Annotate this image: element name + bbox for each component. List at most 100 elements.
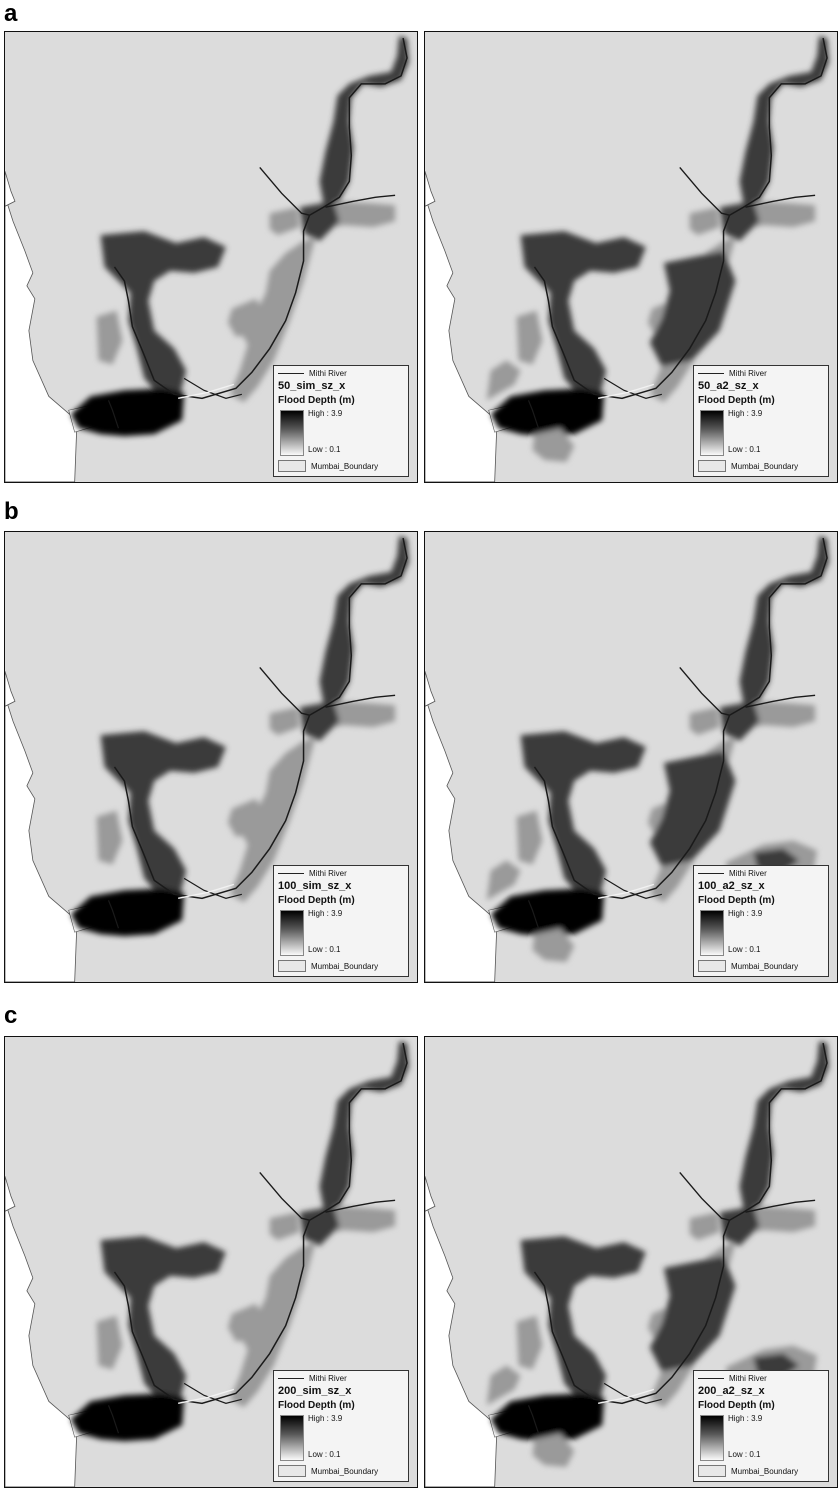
legend-layer-name: 100_a2_sz_x [698, 880, 765, 892]
river-tributary [107, 400, 120, 429]
sea-area [425, 1176, 436, 1212]
map-panel-b-left: Mithi River 100_sim_sz_x Flood Depth (m)… [4, 531, 418, 983]
legend-low-label: Low : 0.1 [308, 1450, 341, 1459]
legend-layer-name: 200_sim_sz_x [278, 1385, 352, 1397]
river-tributary [527, 400, 540, 429]
flood-zone [319, 1041, 410, 1209]
flood-zone [532, 1433, 575, 1468]
flood-zone [490, 1393, 605, 1442]
river-tributary [183, 877, 242, 899]
flood-zone [229, 1242, 316, 1408]
map-legend: Mithi River 50_sim_sz_x Flood Depth (m) … [273, 365, 409, 477]
flood-zone [689, 707, 720, 736]
row-label-b: b [4, 498, 19, 525]
sea-area [425, 171, 436, 207]
river-tributary [259, 666, 310, 716]
coast-outline [598, 383, 655, 399]
legend-boundary-entry: Mumbai_Boundary [278, 460, 378, 472]
sea-area [5, 671, 78, 982]
legend-river-label: Mithi River [309, 1373, 347, 1383]
mithi-river-line [113, 1042, 408, 1405]
map-legend: Mithi River 200_a2_sz_x Flood Depth (m) … [693, 1370, 829, 1482]
river-tributary [603, 1382, 662, 1404]
map-panel-c-left: Mithi River 200_sim_sz_x Flood Depth (m)… [4, 1036, 418, 1488]
flood-map [5, 36, 410, 482]
legend-layer-name: 100_sim_sz_x [278, 880, 352, 892]
river-tributary [527, 900, 540, 929]
river-tributary [325, 1199, 396, 1213]
flood-zone [689, 207, 720, 236]
legend-boundary-label: Mumbai_Boundary [311, 1466, 379, 1476]
boundary-box-symbol [698, 960, 726, 972]
flood-zone [229, 737, 316, 903]
flood-extent [70, 36, 410, 437]
flood-zone [319, 536, 410, 704]
flood-zone [520, 1236, 646, 1400]
flood-zone [649, 1256, 736, 1372]
river-tributary [679, 1171, 730, 1221]
map-panel-a-right: Mithi River 50_a2_sz_x Flood Depth (m) H… [424, 31, 838, 483]
legend-river-entry: Mithi River [278, 368, 347, 378]
flood-extent [70, 1041, 410, 1442]
legend-depth-title: Flood Depth (m) [698, 395, 775, 406]
row-label-c: c [4, 1002, 18, 1029]
sea-area [5, 171, 16, 207]
legend-river-entry: Mithi River [698, 368, 767, 378]
flood-map [425, 1041, 830, 1487]
legend-depth-title: Flood Depth (m) [278, 395, 355, 406]
flood-zone [70, 388, 185, 437]
legend-boundary-entry: Mumbai_Boundary [278, 960, 378, 972]
flood-zone [319, 36, 410, 204]
legend-river-label: Mithi River [729, 368, 767, 378]
flood-zone [299, 1206, 340, 1247]
boundary-box-symbol [698, 460, 726, 472]
boundary-box-symbol [698, 1465, 726, 1477]
river-tributary [603, 877, 662, 899]
sea-area [5, 1176, 78, 1487]
flood-zone [70, 888, 185, 937]
flood-zone [532, 428, 575, 463]
legend-low-label: Low : 0.1 [308, 445, 341, 454]
flood-zone [516, 1315, 543, 1370]
legend-river-entry: Mithi River [278, 868, 347, 878]
flood-zone [100, 731, 226, 895]
coast-outline [178, 1388, 235, 1404]
legend-river-entry: Mithi River [698, 1373, 767, 1383]
legend-boundary-label: Mumbai_Boundary [731, 461, 799, 471]
legend-river-entry: Mithi River [278, 1373, 347, 1383]
river-tributary [679, 666, 730, 716]
river-tributary [527, 1405, 540, 1434]
legend-color-ramp [700, 1415, 724, 1461]
flood-zone [516, 810, 543, 865]
flood-zone [269, 1212, 300, 1241]
flood-zone [719, 701, 760, 742]
sea-area [425, 1176, 498, 1487]
flood-zone [532, 928, 575, 963]
river-tributary [679, 166, 730, 216]
flood-extent [486, 36, 830, 463]
flood-zone [227, 1303, 266, 1342]
flood-zone [490, 888, 605, 937]
legend-boundary-label: Mumbai_Boundary [731, 1466, 799, 1476]
map-panel-c-right: Mithi River 200_a2_sz_x Flood Depth (m) … [424, 1036, 838, 1488]
sea-area [425, 671, 498, 982]
flood-zone [299, 201, 340, 242]
legend-boundary-label: Mumbai_Boundary [311, 961, 379, 971]
flood-zone [100, 1236, 226, 1400]
flood-zone [739, 1041, 830, 1209]
flood-zone [520, 231, 646, 395]
legend-color-ramp [280, 910, 304, 956]
legend-depth-title: Flood Depth (m) [278, 895, 355, 906]
flood-zone [719, 1206, 760, 1247]
legend-river-label: Mithi River [729, 868, 767, 878]
river-line-symbol [278, 872, 304, 874]
flood-extent [486, 1041, 830, 1468]
river-tributary [107, 1405, 120, 1434]
legend-high-label: High : 3.9 [308, 409, 343, 418]
flood-zone [689, 1212, 720, 1241]
river-line-symbol [278, 372, 304, 374]
river-tributary [745, 1199, 816, 1213]
legend-boundary-entry: Mumbai_Boundary [278, 1465, 378, 1477]
flood-zone [96, 1315, 123, 1370]
flood-map [425, 536, 830, 982]
